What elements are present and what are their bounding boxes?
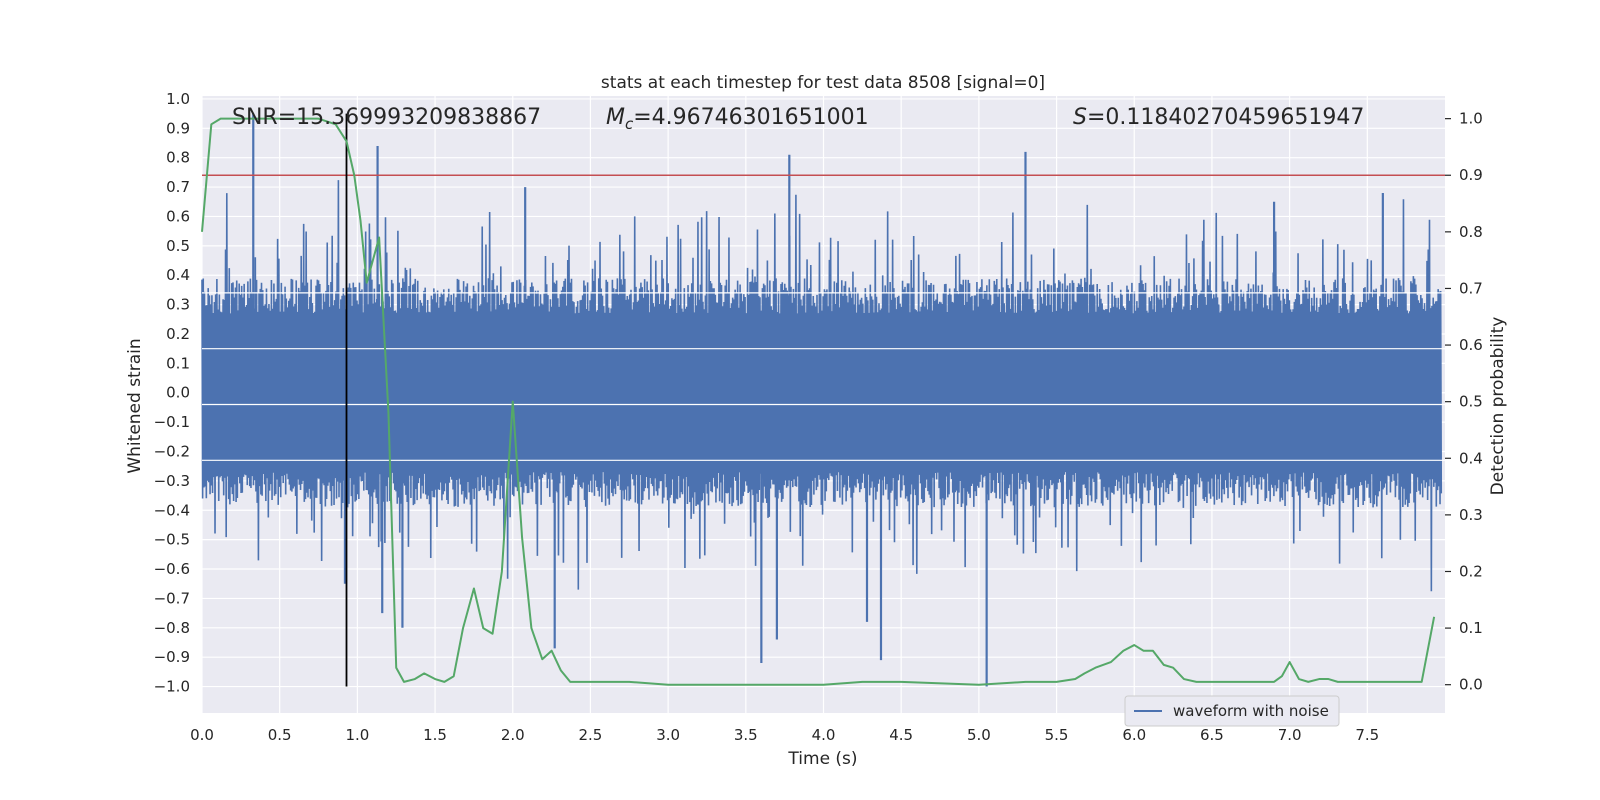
legend: waveform with noise bbox=[1124, 695, 1340, 727]
y-right-tick-labels: 1.0 0.9 0.8 0.7 0.6 0.5 0.4 0.3 0.2 0.1 0.0 bbox=[1445, 110, 1483, 694]
y-right-tick-8: 0.2 bbox=[1459, 562, 1483, 580]
y-right-tick-0: 1.0 bbox=[1459, 110, 1483, 128]
x-axis-label: Time (s) bbox=[787, 749, 857, 769]
mc-subscript: c bbox=[625, 115, 634, 133]
x-tick-10: 5.0 bbox=[967, 726, 991, 744]
y-right-tick-2: 0.8 bbox=[1459, 223, 1483, 241]
y-left-tick-0: 1.0 bbox=[166, 90, 190, 108]
y-left-tick-11: −0.1 bbox=[154, 413, 190, 431]
x-tick-13: 6.5 bbox=[1200, 726, 1224, 744]
y-left-tick-14: −0.4 bbox=[154, 501, 190, 519]
y-right-tick-3: 0.7 bbox=[1459, 279, 1483, 297]
y-left-tick-5: 0.5 bbox=[166, 237, 190, 255]
waveform-with-noise-series bbox=[201, 113, 1445, 687]
y-left-tick-17: −0.7 bbox=[154, 589, 190, 607]
chart-title: stats at each timestep for test data 850… bbox=[601, 73, 1045, 93]
y-left-tick-18: −0.8 bbox=[154, 619, 190, 637]
mc-value: =4.96746301651001 bbox=[633, 105, 868, 130]
y-left-tick-10: 0.0 bbox=[166, 384, 190, 402]
waveform-noise-line bbox=[201, 180, 1443, 592]
snr-annotation: SNR=15.369993209838867 bbox=[232, 105, 541, 130]
y-left-tick-12: −0.2 bbox=[154, 443, 190, 461]
y-left-tick-9: 0.1 bbox=[166, 354, 190, 372]
y-left-tick-20: −1.0 bbox=[154, 678, 190, 696]
y-left-tick-19: −0.9 bbox=[154, 648, 190, 666]
y-left-tick-6: 0.4 bbox=[166, 266, 190, 284]
y-right-tick-10: 0.0 bbox=[1459, 676, 1483, 694]
y-left-axis-label: Whitened strain bbox=[125, 338, 145, 473]
y-right-tick-5: 0.5 bbox=[1459, 393, 1483, 411]
mc-annotation: Mc=4.96746301651001 bbox=[606, 105, 869, 133]
x-tick-7: 3.5 bbox=[734, 726, 758, 744]
x-tick-2: 1.0 bbox=[345, 726, 369, 744]
y-left-tick-4: 0.6 bbox=[166, 207, 190, 225]
y-left-tick-15: −0.5 bbox=[154, 531, 190, 549]
stat-annotations: SNR=15.369993209838867 Mc=4.967463016510… bbox=[232, 105, 1364, 133]
detection-probability-line bbox=[201, 117, 1436, 686]
y-left-tick-8: 0.2 bbox=[166, 325, 190, 343]
y-left-tick-1: 0.9 bbox=[166, 119, 190, 137]
y-right-tick-9: 0.1 bbox=[1459, 619, 1483, 637]
x-tick-0: 0.0 bbox=[190, 726, 214, 744]
x-tick-6: 3.0 bbox=[656, 726, 680, 744]
x-tick-4: 2.0 bbox=[501, 726, 525, 744]
legend-label-waveform: waveform with noise bbox=[1173, 702, 1329, 720]
detection-probability-series bbox=[201, 117, 1436, 686]
reference-lines bbox=[202, 113, 1445, 687]
legend-box bbox=[1124, 695, 1340, 727]
x-tick-labels: 0.0 0.5 1.0 1.5 2.0 2.5 3.0 3.5 4.0 4.5 5.0 5.5 6.0 6… bbox=[190, 726, 1379, 744]
y-left-tick-2: 0.8 bbox=[166, 149, 190, 167]
y-left-tick-7: 0.3 bbox=[166, 296, 190, 314]
x-tick-15: 7.5 bbox=[1355, 726, 1379, 744]
y-left-tick-16: −0.6 bbox=[154, 560, 190, 578]
y-right-tick-7: 0.3 bbox=[1459, 506, 1483, 524]
x-tick-8: 4.0 bbox=[812, 726, 836, 744]
s-symbol: S bbox=[1073, 105, 1087, 130]
y-left-tick-13: −0.3 bbox=[154, 472, 190, 490]
y-right-tick-4: 0.6 bbox=[1459, 336, 1483, 354]
s-value: =0.11840270459651947 bbox=[1087, 105, 1364, 130]
y-left-tick-labels: 1.0 0.9 0.8 0.7 0.6 0.5 0.4 0.3 0.2 0.1 0.0 −0.1 −0.… bbox=[154, 90, 190, 696]
x-tick-5: 2.5 bbox=[579, 726, 603, 744]
x-tick-1: 0.5 bbox=[268, 726, 292, 744]
y-right-tick-6: 0.4 bbox=[1459, 449, 1483, 467]
s-annotation: S=0.11840270459651947 bbox=[1073, 105, 1364, 130]
x-tick-3: 1.5 bbox=[423, 726, 447, 744]
x-tick-9: 4.5 bbox=[889, 726, 913, 744]
mc-symbol: M bbox=[606, 105, 625, 130]
x-tick-11: 5.5 bbox=[1045, 726, 1069, 744]
y-left-tick-3: 0.7 bbox=[166, 178, 190, 196]
y-right-tick-1: 0.9 bbox=[1459, 166, 1483, 184]
x-tick-12: 6.0 bbox=[1122, 726, 1146, 744]
y-right-axis-label: Detection probability bbox=[1488, 317, 1508, 496]
x-tick-14: 7.0 bbox=[1278, 726, 1302, 744]
